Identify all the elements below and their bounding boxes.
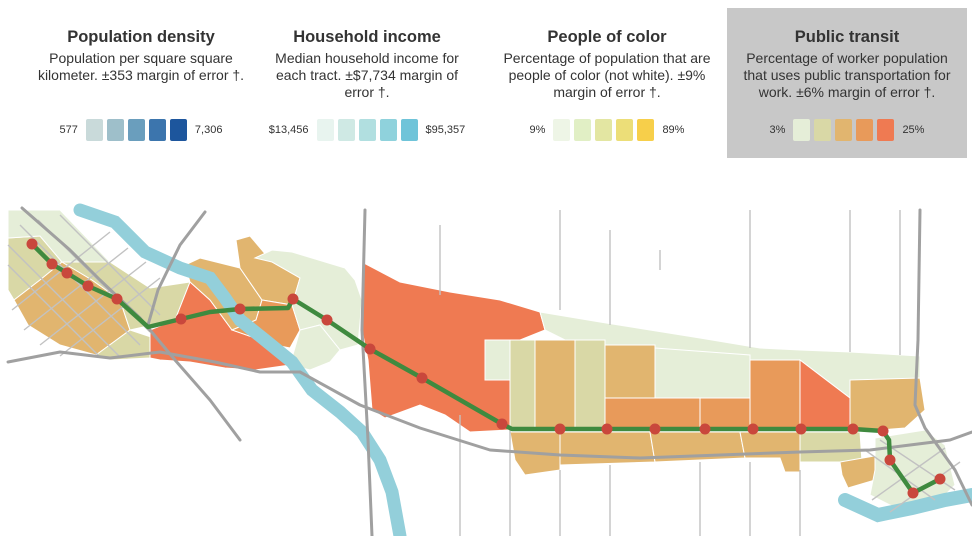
station-marker[interactable] [234,303,246,315]
census-tract[interactable] [289,324,341,371]
scale-max-label: $95,357 [425,124,466,136]
scale-swatch [814,119,832,141]
station-marker[interactable] [46,258,58,270]
rivers [73,203,972,536]
census-tract[interactable] [534,339,576,429]
scale-swatch [835,119,853,141]
scale-min-label: 9% [529,124,546,136]
rail-route [29,241,943,496]
scale-max-label: 7,306 [194,124,223,136]
station-marker[interactable] [175,313,187,325]
census-tract[interactable] [509,339,536,429]
legend-description: Population per square square kilometer. … [37,50,245,83]
legend-row: Population density Population per square… [0,0,972,160]
scale-swatch [637,119,655,141]
station-marker[interactable] [934,473,946,485]
scale-swatch [379,119,397,141]
street [7,264,101,358]
station-marker[interactable] [321,314,333,326]
rail-stations[interactable] [26,238,946,499]
legend-description: Median household income for each tract. … [275,50,459,100]
river [838,488,972,523]
legend-panel-people-of-color[interactable]: People of color Percentage of population… [490,8,724,158]
census-tract[interactable] [574,339,606,429]
street [7,244,121,358]
census-tract[interactable] [604,344,656,399]
census-tract[interactable] [654,347,751,399]
census-tract[interactable] [749,359,801,429]
station-marker[interactable] [416,372,428,384]
station-marker[interactable] [649,423,661,435]
scale-max-label: 25% [902,124,925,136]
scale-swatch [400,119,418,141]
census-tract[interactable] [699,397,751,429]
station-marker[interactable] [82,280,94,292]
scale-swatch [85,119,103,141]
street [59,277,161,357]
legend-title: Public transit [794,28,900,46]
legend-panel-household-income[interactable]: Household income Median household income… [250,8,484,158]
legend-panel-public-transit[interactable]: Public transit Percentage of worker popu… [727,8,967,158]
highway [298,370,972,460]
station-marker[interactable] [907,487,919,499]
light-rail-line [29,241,943,496]
scale-max-label: 89% [662,124,685,136]
highway [146,210,207,327]
station-marker[interactable] [287,293,299,305]
scale-swatch [616,119,634,141]
scale-swatch [574,119,592,141]
scale-swatch [316,119,334,141]
color-scale: 577 7,306 [24,118,258,142]
station-marker[interactable] [847,423,859,435]
legend-title: Population density [67,28,215,46]
census-tract[interactable] [604,397,701,429]
station-marker[interactable] [364,343,376,355]
station-marker[interactable] [877,425,889,437]
scale-swatch [856,119,874,141]
station-marker[interactable] [884,454,896,466]
station-marker[interactable] [747,423,759,435]
legend-panel-population-density[interactable]: Population density Population per square… [24,8,258,158]
street [23,247,129,331]
scale-swatch [358,119,376,141]
legend-title: People of color [547,28,667,46]
legend-title: Household income [293,28,441,46]
station-marker[interactable] [111,293,123,305]
highway [913,208,972,507]
transit-corridor-map[interactable] [0,198,972,536]
scale-swatch [877,119,895,141]
highway [6,350,302,374]
scale-swatch [169,119,187,141]
scale-swatch [595,119,613,141]
street [39,261,147,346]
station-marker[interactable] [699,423,711,435]
station-marker[interactable] [61,267,73,279]
color-scale: 9% 89% [490,118,724,142]
census-tract[interactable] [7,209,112,263]
legend-description: Percentage of worker population that use… [743,50,951,100]
scale-swatch [106,119,124,141]
scale-swatch [553,119,571,141]
scale-swatch [148,119,166,141]
scale-swatch [337,119,355,141]
scale-min-label: 577 [59,124,78,136]
scale-min-label: $13,456 [268,124,309,136]
scale-min-label: 3% [769,124,786,136]
legend-description: Percentage of population that are people… [503,50,711,100]
highway [360,208,374,536]
street [871,447,946,501]
census-tract[interactable] [559,431,656,466]
station-marker[interactable] [554,423,566,435]
street [59,214,161,316]
station-marker[interactable] [795,423,807,435]
scale-swatch [793,119,811,141]
census-tract[interactable] [799,431,863,463]
station-marker[interactable] [496,418,508,430]
scale-swatch [127,119,145,141]
station-marker[interactable] [26,238,38,250]
station-marker[interactable] [601,423,613,435]
river [73,203,407,536]
color-scale: $13,456 $95,357 [250,118,484,142]
color-scale: 3% 25% [727,118,967,142]
